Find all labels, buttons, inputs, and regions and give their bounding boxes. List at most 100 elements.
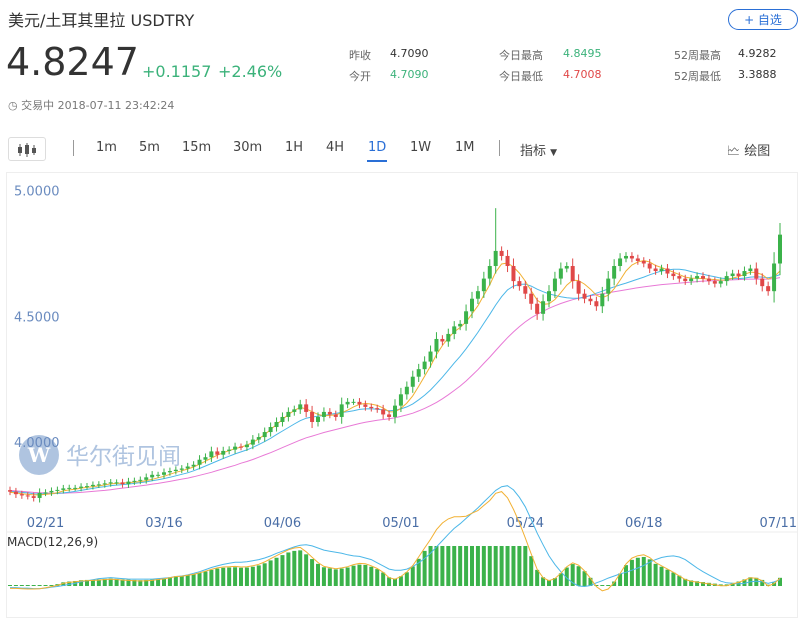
indicators-menu[interactable]: 指标 ▼ <box>520 140 557 159</box>
macd-bar <box>742 579 747 586</box>
candle-body <box>262 432 267 438</box>
candle-body <box>671 273 676 277</box>
macd-bar <box>108 578 113 586</box>
price-change: +0.1157 <box>142 62 212 81</box>
candle-body <box>85 486 89 488</box>
macd-bar <box>25 585 30 586</box>
candle-body <box>274 421 279 428</box>
interval-4h[interactable]: 4H <box>326 140 345 155</box>
candle-body <box>316 416 320 422</box>
macd-bar <box>221 567 226 586</box>
candle-body <box>481 278 486 292</box>
interval-5m[interactable]: 5m <box>139 140 160 155</box>
macd-bar <box>458 546 463 586</box>
macd-bar <box>333 569 338 586</box>
macd-bar <box>227 567 232 586</box>
candle-body <box>416 369 421 377</box>
macd-bar <box>369 566 374 586</box>
candle-body <box>499 250 504 256</box>
interval-15m[interactable]: 15m <box>182 140 212 155</box>
interval-1w[interactable]: 1W <box>410 140 432 155</box>
macd-bar <box>647 559 652 586</box>
macd-bar <box>256 565 261 586</box>
macd-bar <box>665 569 670 586</box>
candle-body <box>244 444 249 448</box>
x-tick-label: 07/11 <box>760 516 797 531</box>
macd-bar <box>286 552 291 586</box>
macd-bar <box>464 546 469 586</box>
macd-bar <box>393 578 397 586</box>
macd-bar <box>653 563 658 586</box>
candle-body <box>742 271 747 277</box>
wk52-low-value: 3.3888 <box>738 68 777 81</box>
interval-30m[interactable]: 30m <box>233 140 263 155</box>
macd-bar <box>618 573 623 586</box>
candle-body <box>96 484 101 486</box>
y-tick-label: 5.0000 <box>14 185 60 200</box>
macd-bar <box>280 555 285 586</box>
macd-bar <box>754 577 759 586</box>
candle-body <box>381 409 386 415</box>
candle-body <box>268 427 273 433</box>
wk52-high-value: 4.9282 <box>738 47 777 60</box>
macd-bar <box>624 565 628 586</box>
candle-body <box>576 281 581 294</box>
macd-bar <box>381 572 386 586</box>
macd-bar <box>398 576 403 586</box>
macd-bar <box>570 564 575 586</box>
candle-body <box>464 311 469 324</box>
instrument-title: 美元/土耳其里拉 USDTRY <box>8 11 195 30</box>
macd-bar <box>576 566 581 586</box>
candle-body <box>120 482 125 485</box>
candle-body <box>588 298 593 302</box>
watermark-logo-letter: W <box>27 443 51 467</box>
macd-bar <box>363 564 368 586</box>
macd-bar <box>233 567 238 586</box>
candle-body <box>683 278 688 282</box>
candle-body <box>718 281 723 284</box>
macd-bar <box>475 546 480 586</box>
candle-body <box>541 301 546 314</box>
macd-bar <box>90 579 95 586</box>
macd-bar <box>96 579 101 586</box>
chart-type-button[interactable] <box>8 137 46 161</box>
interval-1d[interactable]: 1D <box>368 140 387 155</box>
day-low-label: 今日最低 <box>499 70 543 83</box>
candle-body <box>398 394 403 406</box>
macd-bar <box>677 575 682 586</box>
macd-bar <box>274 557 279 586</box>
candle-body <box>778 234 782 264</box>
macd-bar <box>203 571 208 586</box>
candle-body <box>404 386 409 395</box>
wk52-low-label: 52周最低 <box>674 70 721 83</box>
draw-button[interactable]: 🗠 绘图 <box>727 140 770 164</box>
candle-body <box>558 268 563 279</box>
candle-body <box>748 268 753 272</box>
candle-body <box>529 293 534 304</box>
add-to-watchlist-button[interactable]: + 自选 <box>728 9 798 30</box>
macd-bar <box>523 546 528 586</box>
macd-bar <box>517 546 522 586</box>
macd-bar <box>760 579 765 586</box>
candle-body <box>624 255 628 259</box>
interval-1mo[interactable]: 1M <box>455 140 475 155</box>
macd-bar <box>185 575 190 586</box>
candle-body <box>37 492 42 498</box>
market-status: ◷ 交易中 2018-07-11 23:42:24 <box>8 97 174 113</box>
interval-1h[interactable]: 1H <box>285 140 304 155</box>
macd-bar <box>706 582 711 586</box>
candle-body <box>724 276 729 282</box>
macd-bar <box>606 585 611 586</box>
macd-bar <box>85 579 89 586</box>
candle-body <box>221 450 226 455</box>
candle-body <box>647 263 652 269</box>
candle-body <box>428 351 433 362</box>
candle-body <box>706 278 711 282</box>
macd-bar <box>114 578 119 586</box>
macd-bar <box>629 559 634 586</box>
macd-bar <box>321 567 326 586</box>
interval-1m[interactable]: 1m <box>96 140 117 155</box>
candle-body <box>13 491 18 495</box>
candle-body <box>754 268 759 279</box>
